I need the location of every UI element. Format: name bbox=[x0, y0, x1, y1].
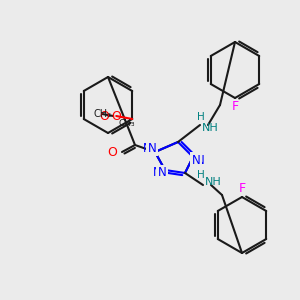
Text: F: F bbox=[231, 100, 239, 112]
Text: H: H bbox=[197, 112, 205, 122]
Text: N: N bbox=[143, 142, 152, 154]
Text: N: N bbox=[192, 154, 200, 166]
Text: F: F bbox=[238, 182, 246, 196]
Text: NH: NH bbox=[202, 123, 219, 133]
Text: O: O bbox=[99, 110, 109, 122]
Text: H: H bbox=[197, 170, 205, 180]
Text: N: N bbox=[148, 142, 156, 154]
Text: N: N bbox=[158, 167, 166, 179]
Text: N: N bbox=[153, 167, 162, 179]
Text: O: O bbox=[111, 110, 121, 122]
Text: NH: NH bbox=[205, 177, 222, 187]
Text: O: O bbox=[107, 146, 117, 158]
Text: CH₃: CH₃ bbox=[118, 118, 135, 127]
Text: N: N bbox=[196, 154, 205, 166]
Text: CH₃: CH₃ bbox=[93, 109, 111, 119]
